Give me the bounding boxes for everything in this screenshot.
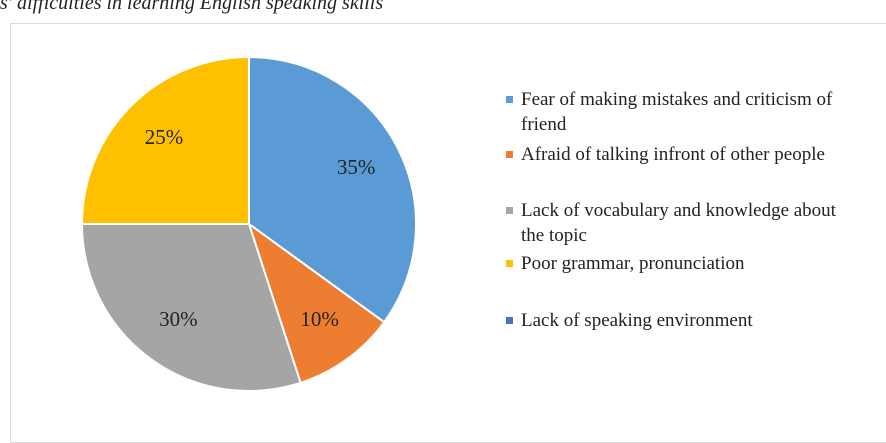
legend-item: Afraid of talking infront of other peopl… <box>500 142 845 167</box>
legend-item: Poor grammar, pronunciation <box>500 251 845 276</box>
data-label: 25% <box>145 125 184 149</box>
pie-slice <box>80 55 250 225</box>
pie-slice <box>248 55 417 324</box>
legend-label: Poor grammar, pronunciation <box>521 253 745 274</box>
pie-slice <box>247 221 386 385</box>
legend-item: Lack of speaking environment <box>500 308 845 333</box>
pie-slice <box>80 223 302 392</box>
legend-swatch <box>506 96 513 103</box>
legend-label: Lack of speaking environment <box>521 310 753 331</box>
legend-label: Afraid of talking infront of other peopl… <box>521 144 825 165</box>
legend-swatch <box>506 317 513 324</box>
data-label: 35% <box>337 155 376 179</box>
legend-swatch <box>506 260 513 267</box>
legend-label: Fear of making mistakes and criticism of… <box>521 89 833 135</box>
legend-swatch <box>506 207 513 214</box>
data-label: 30% <box>159 307 198 331</box>
legend-swatch <box>506 151 513 158</box>
legend-item: Fear of making mistakes and criticism of… <box>500 87 845 137</box>
legend-item: Lack of vocabulary and knowledge about t… <box>500 198 845 248</box>
chart: 35% 10% 30% 25% <box>80 55 417 392</box>
legend-label: Lack of vocabulary and knowledge about t… <box>521 200 836 246</box>
data-label: 10% <box>300 307 339 331</box>
chart-title: s' difficulties in learning English spea… <box>0 0 384 14</box>
